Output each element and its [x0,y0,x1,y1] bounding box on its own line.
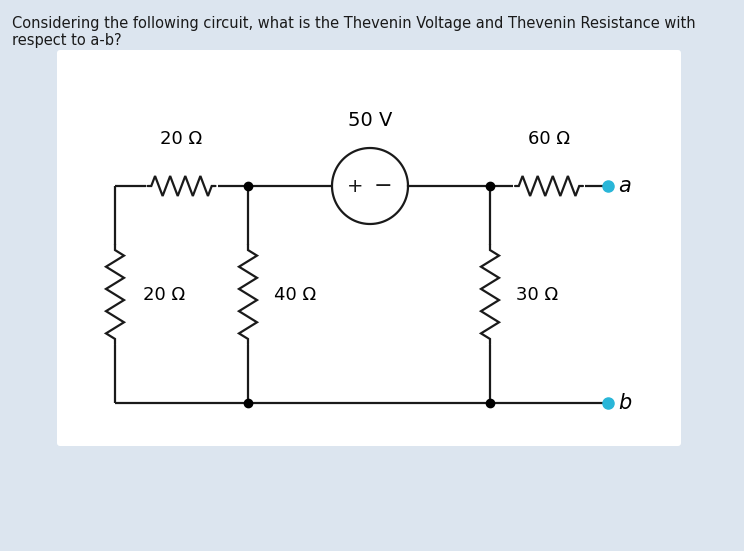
Text: −: − [374,176,393,196]
Text: 20 Ω: 20 Ω [161,130,202,148]
Text: 20 Ω: 20 Ω [143,285,185,304]
Text: 60 Ω: 60 Ω [528,130,570,148]
Text: 30 Ω: 30 Ω [516,285,558,304]
Text: b: b [618,393,631,413]
FancyBboxPatch shape [57,50,681,446]
Text: 50 V: 50 V [347,111,392,130]
Text: +: + [347,176,364,196]
Text: 40 Ω: 40 Ω [274,285,316,304]
Text: Considering the following circuit, what is the Thevenin Voltage and Thevenin Res: Considering the following circuit, what … [12,16,696,48]
Text: a: a [618,176,631,196]
